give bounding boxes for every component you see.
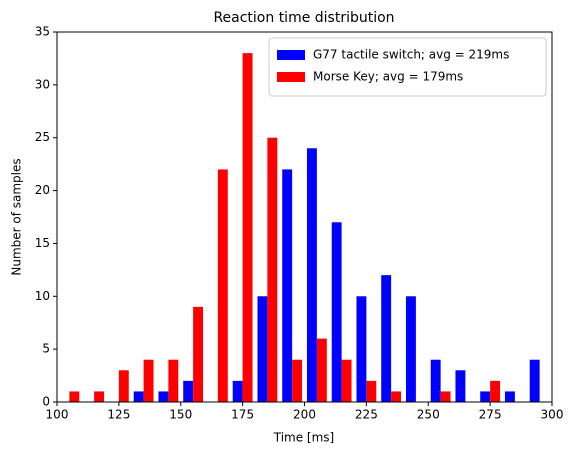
x-tick-label: 100 bbox=[46, 408, 69, 422]
bar bbox=[356, 296, 367, 402]
x-tick-label: 250 bbox=[417, 408, 440, 422]
legend-label: G77 tactile switch; avg = 219ms bbox=[313, 48, 509, 62]
y-tick-label: 5 bbox=[42, 342, 50, 356]
bar bbox=[490, 380, 501, 402]
x-tick-label: 225 bbox=[355, 408, 378, 422]
bar bbox=[405, 296, 416, 402]
bar bbox=[292, 359, 303, 402]
x-tick-label: 125 bbox=[107, 408, 130, 422]
bar bbox=[381, 275, 392, 402]
legend-swatch bbox=[277, 72, 305, 82]
bar bbox=[183, 380, 194, 402]
y-tick-label: 25 bbox=[35, 130, 50, 144]
bar bbox=[430, 359, 441, 402]
bar bbox=[217, 169, 228, 402]
y-tick-label: 0 bbox=[42, 395, 50, 409]
x-axis-label: Time [ms] bbox=[273, 431, 335, 445]
bar bbox=[242, 53, 253, 403]
x-tick-label: 300 bbox=[541, 408, 564, 422]
x-tick-label: 150 bbox=[169, 408, 192, 422]
bar bbox=[94, 391, 105, 402]
x-tick-label: 200 bbox=[293, 408, 316, 422]
bar bbox=[193, 306, 204, 402]
bar bbox=[257, 296, 268, 402]
bar bbox=[455, 370, 466, 402]
bar bbox=[504, 391, 515, 402]
bar bbox=[133, 391, 144, 402]
bar bbox=[529, 359, 540, 402]
bar bbox=[158, 391, 169, 402]
bar bbox=[331, 222, 342, 402]
bar bbox=[118, 370, 129, 402]
y-tick-label: 30 bbox=[35, 77, 50, 91]
bar bbox=[391, 391, 402, 402]
bar bbox=[267, 137, 278, 402]
bar bbox=[480, 391, 491, 402]
bar bbox=[316, 338, 327, 402]
legend-label: Morse Key; avg = 179ms bbox=[313, 70, 463, 84]
legend-swatch bbox=[277, 50, 305, 60]
bar bbox=[232, 380, 243, 402]
y-tick-label: 20 bbox=[35, 183, 50, 197]
bar bbox=[306, 148, 317, 402]
y-tick-label: 10 bbox=[35, 289, 50, 303]
chart-title: Reaction time distribution bbox=[213, 10, 394, 26]
bar bbox=[440, 391, 451, 402]
x-tick-label: 275 bbox=[479, 408, 502, 422]
bar bbox=[282, 169, 293, 402]
bar bbox=[168, 359, 179, 402]
y-tick-label: 35 bbox=[35, 25, 50, 39]
bar bbox=[366, 380, 377, 402]
bar bbox=[341, 359, 352, 402]
bar bbox=[143, 359, 154, 402]
y-axis-label: Number of samples bbox=[10, 158, 24, 275]
x-tick-label: 175 bbox=[231, 408, 254, 422]
legend-box bbox=[268, 37, 547, 97]
bar bbox=[69, 391, 80, 402]
y-tick-label: 15 bbox=[35, 236, 50, 250]
